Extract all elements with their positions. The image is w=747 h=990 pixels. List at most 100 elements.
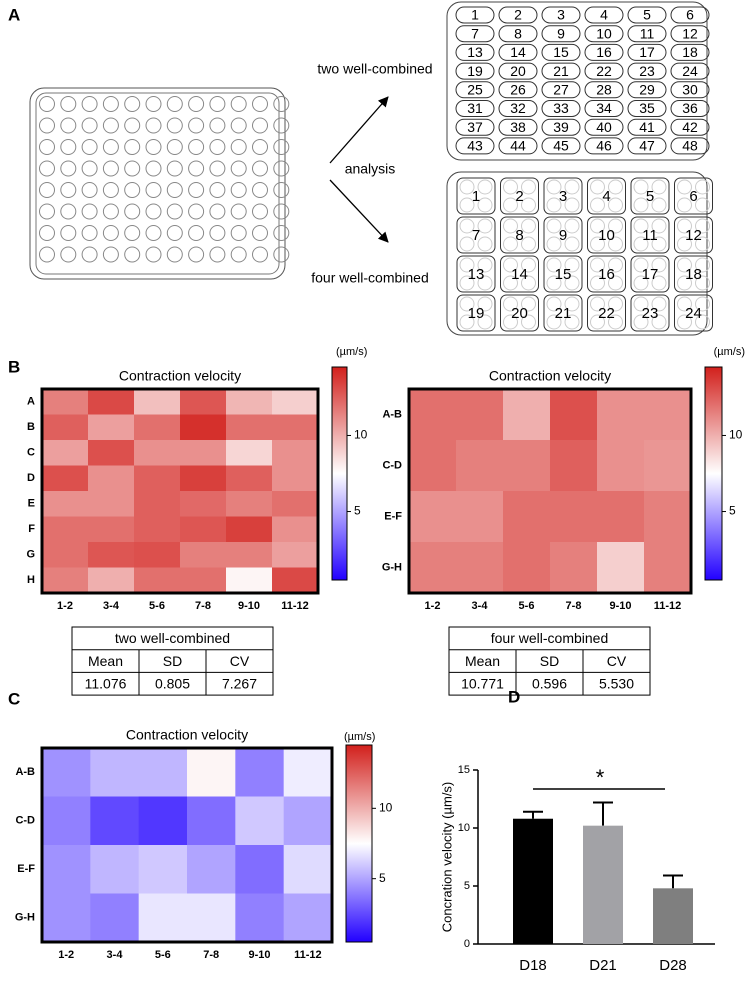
heatmap-cell [90, 796, 140, 846]
well-quad [587, 177, 626, 215]
y-tick-label: E-F [384, 510, 402, 522]
table-title: two well-combined [115, 630, 230, 646]
heatmap-cell [226, 516, 273, 543]
well-number: 7 [471, 25, 479, 41]
heatmap-cell [90, 893, 140, 943]
well-number: 1 [472, 188, 480, 205]
well-number: 36 [682, 100, 698, 116]
well [60, 117, 77, 134]
well [477, 218, 493, 234]
colorbar [704, 366, 723, 581]
well [521, 236, 536, 252]
y-tick-label: A-B [382, 408, 402, 420]
well [273, 96, 290, 112]
well-number: 17 [642, 266, 659, 283]
colorbar-label: (µm/s) [344, 731, 375, 743]
heatmap-cell [134, 465, 181, 492]
well [651, 236, 667, 252]
well-quad [674, 177, 713, 215]
well [145, 96, 162, 112]
well [81, 160, 98, 177]
heatmap-cell [88, 567, 135, 594]
well-pair [498, 6, 538, 24]
panel-label: A [8, 5, 20, 24]
heatmap-cell [134, 542, 181, 568]
well [145, 225, 162, 241]
well-number: 2 [514, 7, 522, 23]
well [521, 314, 536, 330]
heatmap-cell [283, 893, 333, 943]
table-cell: 7.267 [222, 675, 257, 691]
heatmap-cell [134, 414, 181, 441]
well [477, 236, 493, 252]
well [166, 203, 183, 220]
well-number: 25 [467, 82, 483, 98]
panel-label: D [508, 687, 520, 706]
well-number: 21 [555, 305, 572, 322]
well [166, 225, 183, 241]
well-number: 9 [559, 227, 567, 244]
heatmap-cell [235, 845, 285, 894]
y-tick-label: C-D [382, 459, 402, 471]
heatmap-cell [226, 567, 273, 594]
well-quad [587, 294, 626, 332]
well [459, 257, 475, 273]
well [608, 314, 623, 330]
heatmap-cell [42, 542, 89, 568]
table-cell: 0.596 [532, 675, 567, 691]
heatmap-cell [272, 440, 319, 466]
heatmap-cell [597, 389, 645, 441]
well [695, 197, 710, 213]
well [209, 160, 226, 177]
arrow [329, 179, 389, 243]
well-number: 42 [682, 119, 698, 135]
well-number: 19 [467, 63, 483, 79]
table-title: four well-combined [491, 630, 609, 646]
well [459, 275, 475, 291]
colorbar-tick-label: 5 [379, 871, 386, 885]
well-pair [584, 137, 624, 155]
well-pair [541, 118, 581, 136]
heatmap-cell [409, 491, 457, 543]
plate-outline [446, 171, 708, 336]
well-number: 13 [468, 266, 485, 283]
chart-title: Contraction velocity [126, 727, 248, 743]
well-quad [674, 255, 713, 293]
heatmap-cell [134, 516, 181, 543]
well [633, 218, 649, 234]
well [521, 179, 536, 195]
well-number: 3 [559, 188, 567, 205]
heatmap-cell [90, 845, 140, 894]
table-border [448, 626, 651, 696]
well [102, 203, 119, 220]
well [564, 236, 580, 252]
x-tick-label: 11-12 [281, 600, 309, 612]
x-tick-label: 7-8 [195, 600, 211, 612]
well-number: 5 [646, 188, 654, 205]
well [695, 314, 710, 330]
well [145, 139, 162, 155]
table-cell: 10.771 [461, 675, 504, 691]
well [590, 275, 605, 291]
well-pair [498, 62, 538, 80]
well-pair [627, 100, 667, 117]
well [102, 160, 119, 177]
well-pair [498, 137, 538, 155]
well [503, 218, 518, 234]
heatmap-cell [42, 465, 89, 492]
well [677, 197, 692, 213]
well [677, 236, 692, 252]
heatmap-cell [90, 748, 140, 797]
well-quad [630, 216, 670, 254]
panel-label: C [8, 689, 20, 708]
well [145, 203, 162, 220]
heatmap-cell [550, 491, 598, 543]
well [39, 246, 55, 263]
well [608, 236, 623, 252]
well-number: 40 [596, 119, 612, 135]
well [695, 257, 710, 273]
well [503, 314, 518, 330]
well-number: 38 [510, 119, 526, 135]
well [273, 225, 290, 241]
well [503, 257, 518, 273]
